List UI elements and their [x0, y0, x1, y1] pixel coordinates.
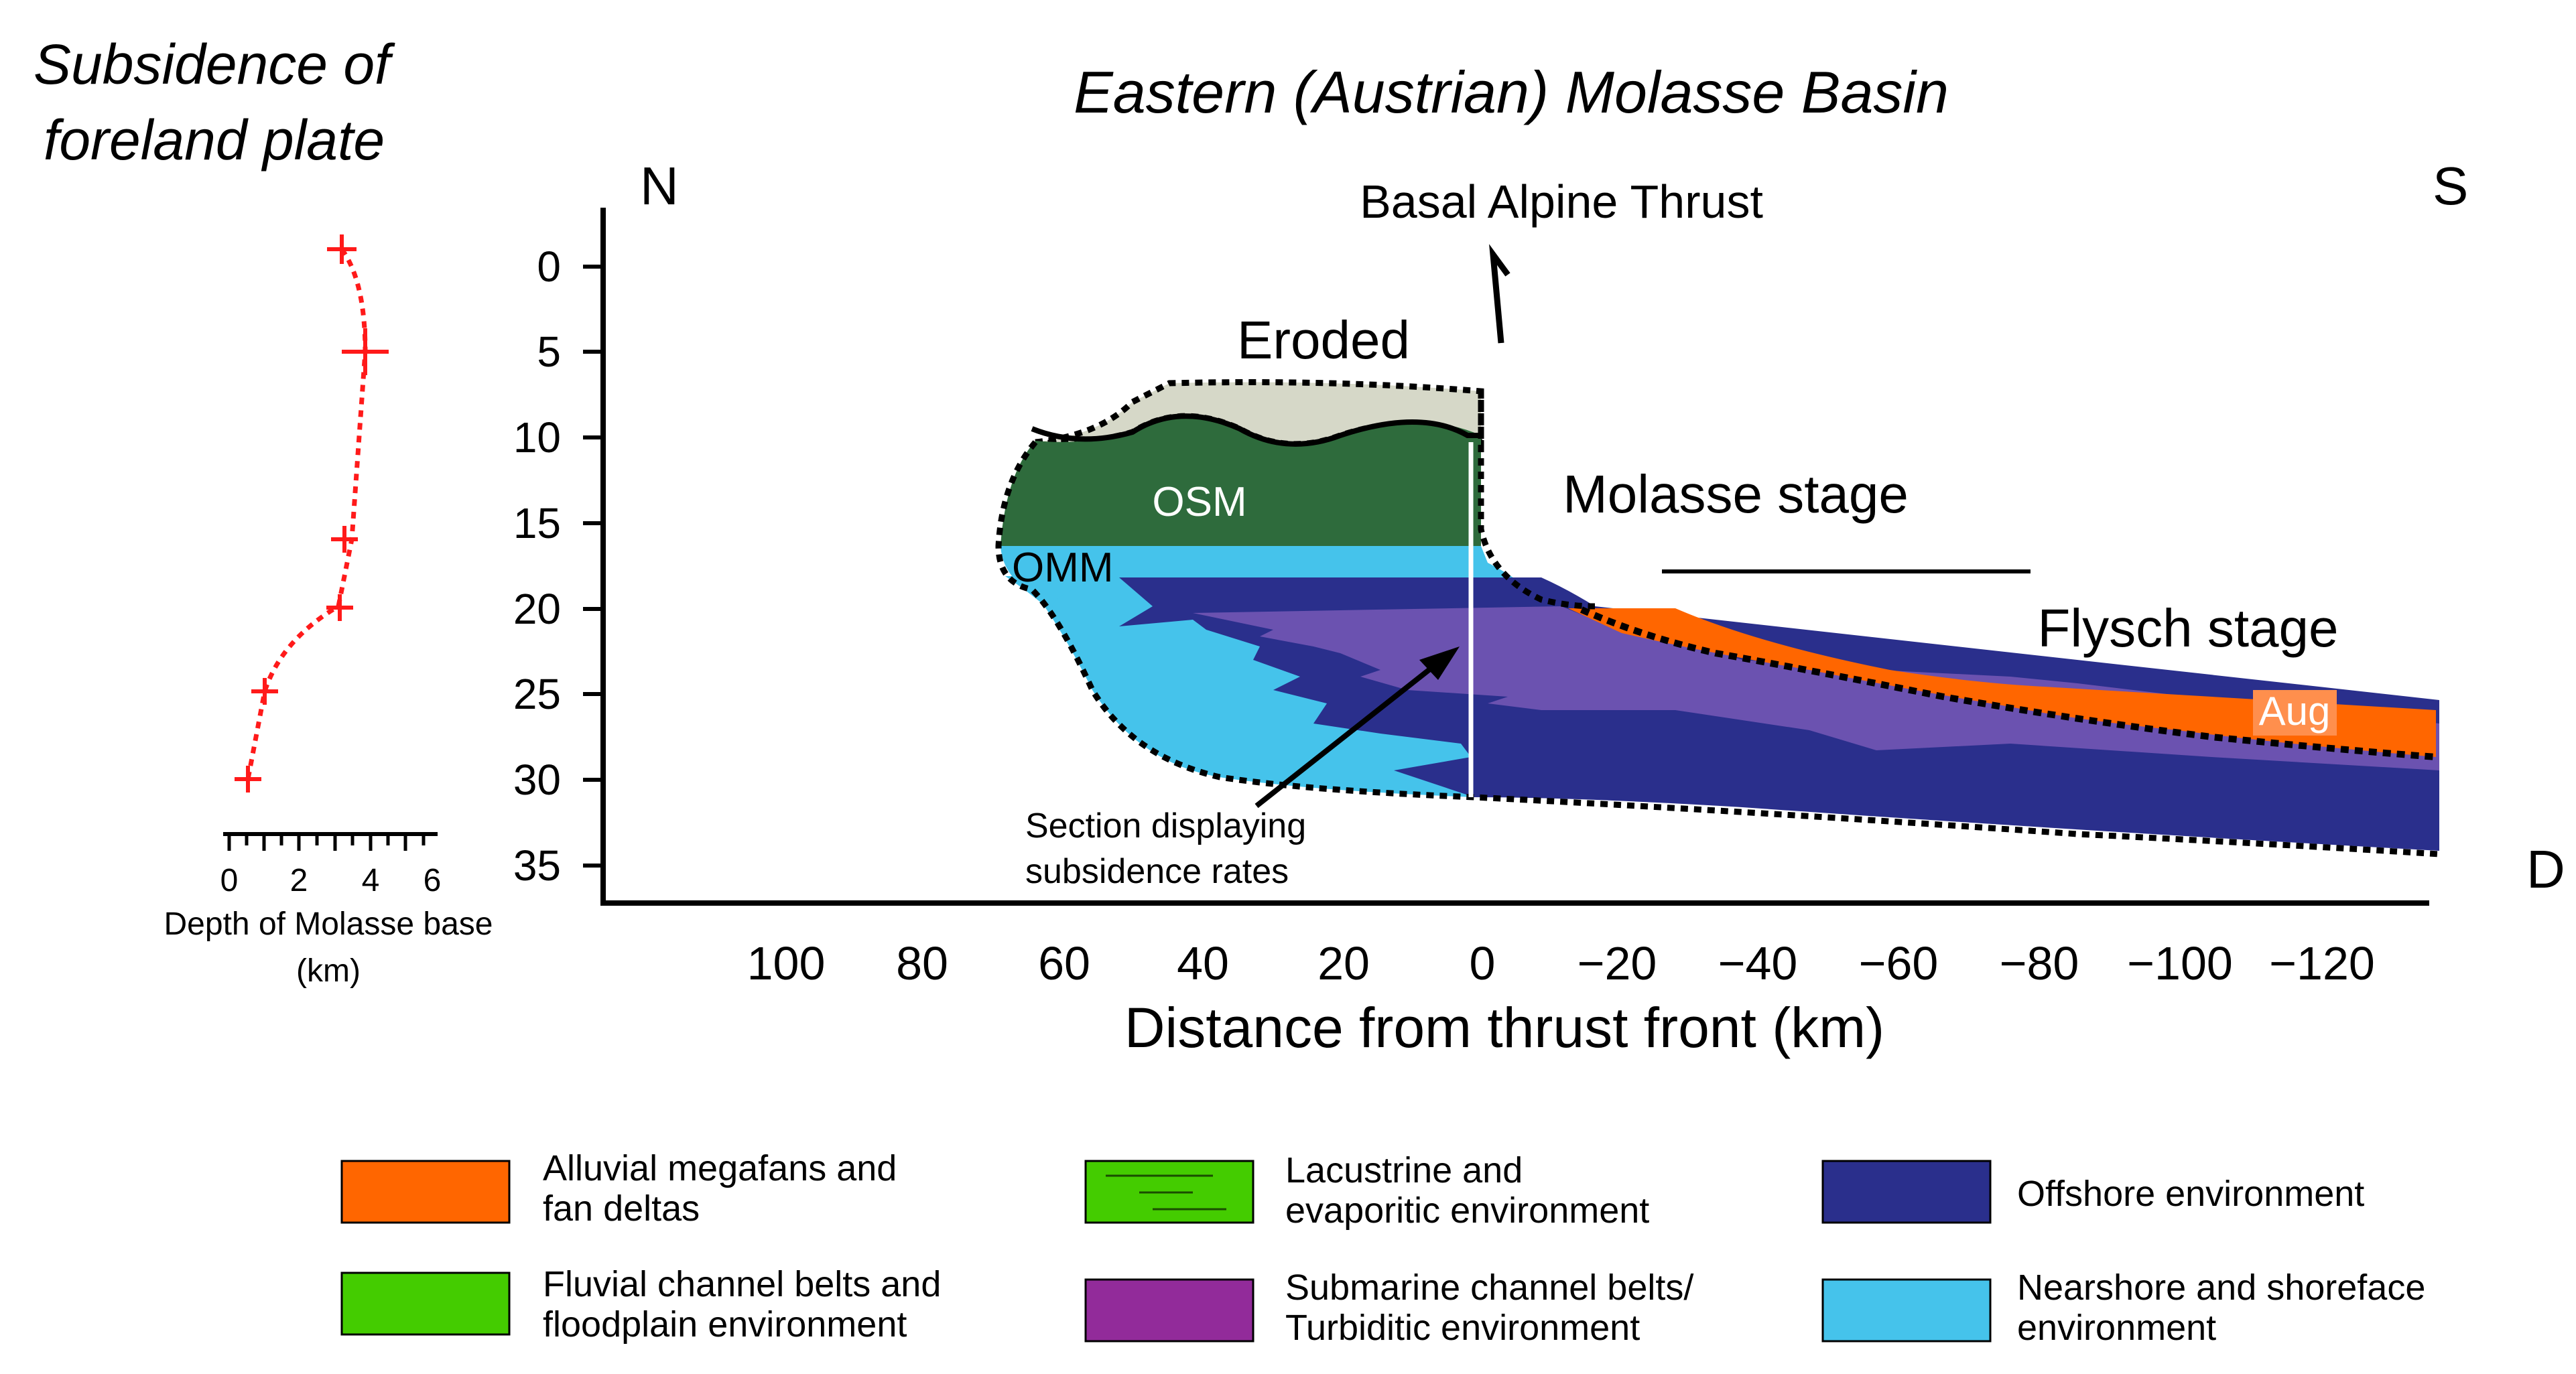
main-x-tick-labels: 100 80 60 40 20 0 −20 −40 −60 −80 −100 −… [747, 937, 2375, 989]
x-tick: −120 [2269, 937, 2375, 989]
south-label: S [2433, 156, 2468, 216]
legend-label: Submarine channel belts/ [1285, 1267, 1693, 1308]
legend-label: Nearshore and shoreface [2017, 1267, 2425, 1308]
y-tick: 35 [513, 841, 561, 890]
main-y-tick-labels: 0 5 10 15 20 25 30 35 [513, 243, 561, 890]
main-y-tick-marks [583, 265, 603, 868]
x-tick: −40 [1718, 937, 1798, 989]
y-tick: 0 [537, 243, 561, 291]
thrust-label: Basal Alpine Thrust [1360, 176, 1763, 228]
subsidence-x-tick: 6 [424, 863, 442, 898]
eroded-label: Eroded [1237, 310, 1410, 370]
subsidence-x-tick: 2 [290, 863, 308, 898]
main-title: Eastern (Austrian) Molasse Basin [1074, 59, 1949, 125]
x-tick: −60 [1859, 937, 1939, 989]
main-x-label: Distance from thrust front (km) [1124, 996, 1884, 1059]
thrust-arrow [1489, 244, 1510, 344]
aug-label: Aug [2259, 689, 2331, 734]
section-arrow-shaft [1254, 661, 1439, 809]
y-tick: 5 [537, 328, 561, 376]
turbidite-unit [1193, 606, 2439, 770]
subsidence-x-minor-ticks [227, 834, 426, 851]
y-tick: 20 [513, 585, 561, 633]
x-tick: 80 [896, 937, 948, 989]
aug-label-bg [2253, 690, 2337, 736]
depth-axis-label: D [2526, 839, 2565, 899]
x-tick: −20 [1577, 937, 1657, 989]
legend-swatch-alluvial [340, 1160, 511, 1224]
x-tick: 60 [1038, 937, 1090, 989]
legend: Alluvial megafans and fan deltas Lacustr… [340, 1148, 2425, 1348]
x-tick: 0 [1470, 937, 1496, 989]
omm-label: OMM [1012, 545, 1114, 591]
legend-label: Alluvial megafans and [543, 1148, 897, 1188]
x-tick: −100 [2127, 937, 2233, 989]
section-label-line1: Section displaying [1025, 807, 1306, 845]
legend-label: environment [2017, 1308, 2216, 1348]
legend-label: Fluvial channel belts and [543, 1264, 941, 1304]
legend-label: evaporitic environment [1285, 1190, 1649, 1231]
legend-label: Turbiditic environment [1285, 1308, 1640, 1348]
north-label: N [640, 156, 679, 216]
legend-swatch-submarine [1084, 1278, 1254, 1343]
y-tick: 15 [513, 499, 561, 547]
x-tick: −80 [2000, 937, 2079, 989]
osm-unit [1001, 416, 1481, 546]
section-arrow-head [1419, 646, 1460, 680]
legend-swatch-fluvial [340, 1272, 511, 1336]
erosion-surface [1031, 413, 1481, 447]
legend-label: Offshore environment [2017, 1174, 2364, 1214]
x-tick: 40 [1177, 937, 1229, 989]
subsidence-curve [245, 247, 368, 780]
subsidence-x-tick: 4 [362, 863, 380, 898]
subsidence-markers [235, 234, 389, 793]
y-tick: 30 [513, 756, 561, 804]
legend-label: Lacustrine and [1285, 1150, 1523, 1190]
alluvial-unit [1568, 608, 2436, 757]
subsidence-title-line2: foreland plate [44, 109, 385, 171]
cross-section-panel: Eastern (Austrian) Molasse Basin N S D [513, 59, 2565, 1059]
subsidence-x-tick-labels: 0 2 4 6 [220, 863, 442, 898]
legend-label: fan deltas [543, 1188, 700, 1229]
flysch-base-line [1580, 606, 2437, 760]
thrust-wedge-boundary [1478, 391, 1596, 610]
y-tick: 10 [513, 413, 561, 462]
subsidence-x-label-line1: Depth of Molasse base [164, 906, 493, 942]
y-tick: 25 [513, 670, 561, 718]
subsidence-panel: Subsidence of foreland plate [34, 33, 493, 989]
osm-label: OSM [1152, 479, 1246, 525]
legend-swatch-offshore [1821, 1160, 1992, 1224]
subsidence-x-label-line2: (km) [296, 953, 361, 989]
subsidence-x-tick: 0 [220, 863, 239, 898]
molasse-stage-label: Molasse stage [1563, 464, 1909, 524]
legend-swatch-nearshore [1821, 1278, 1992, 1343]
section-label-line2: subsidence rates [1025, 852, 1289, 891]
x-tick: 20 [1317, 937, 1370, 989]
basin-boundary [995, 440, 2440, 857]
subsidence-title-line1: Subsidence of [34, 33, 395, 96]
legend-label: floodplain environment [543, 1304, 907, 1345]
x-tick: 100 [747, 937, 826, 989]
flysch-stage-label: Flysch stage [2037, 598, 2338, 658]
